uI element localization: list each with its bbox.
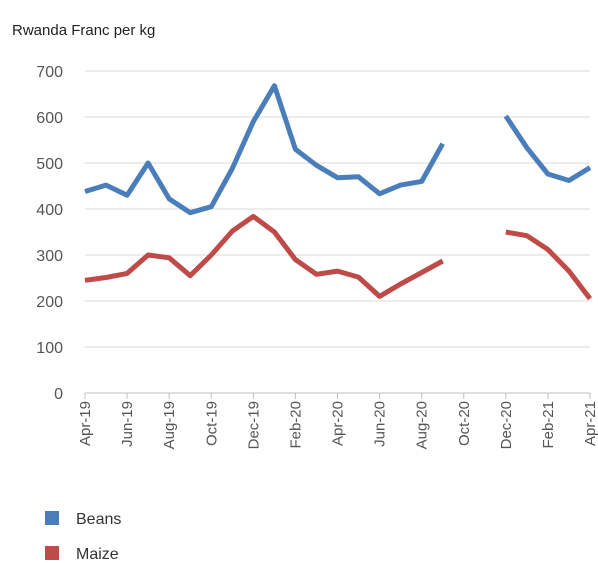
x-axis (84, 392, 591, 399)
series-line-beans (84, 83, 592, 216)
y-tick-label: 0 (54, 386, 63, 403)
y-tick-label: 500 (36, 156, 63, 173)
x-tick-label: Apr-21 (582, 401, 598, 446)
legend-swatch-maize (45, 546, 59, 560)
y-tick-label: 700 (36, 64, 63, 81)
x-axis-tick-labels: Apr-19 Jun-19 Aug-19 Oct-19 Dec-19 Feb-20 Apr-… (77, 401, 598, 449)
x-tick-label: Aug-19 (161, 401, 178, 449)
x-tick-label: Oct-19 (203, 401, 220, 446)
x-tick-label: Dec-20 (498, 401, 515, 449)
y-tick-label: 600 (36, 110, 63, 127)
legend-label-maize: Maize (76, 546, 119, 563)
legend-swatch-beans (45, 511, 59, 525)
gridlines (85, 70, 590, 348)
series-line-maize (84, 213, 592, 301)
x-tick-label: Feb-21 (540, 401, 557, 449)
y-axis-unit-label: Rwanda Franc per kg (12, 22, 155, 39)
y-axis-tick-labels: 0 100 200 300 400 500 600 700 (36, 64, 63, 403)
x-tick-label: Oct-20 (456, 401, 473, 446)
x-tick-label: Feb-20 (287, 401, 304, 449)
x-tick-label: Apr-20 (330, 401, 347, 446)
y-tick-label: 200 (36, 294, 63, 311)
x-tick-label: Aug-20 (414, 401, 431, 449)
legend: Beans Maize (45, 511, 121, 563)
series-lines (84, 83, 592, 301)
x-tick-label: Jun-19 (119, 401, 136, 447)
y-tick-label: 300 (36, 248, 63, 265)
x-tick-label: Dec-19 (245, 401, 262, 449)
x-tick-label: Apr-19 (77, 401, 94, 446)
y-tick-label: 400 (36, 202, 63, 219)
x-tick-label: Jun-20 (372, 401, 389, 447)
legend-label-beans: Beans (76, 511, 121, 528)
y-tick-label: 100 (36, 340, 63, 357)
